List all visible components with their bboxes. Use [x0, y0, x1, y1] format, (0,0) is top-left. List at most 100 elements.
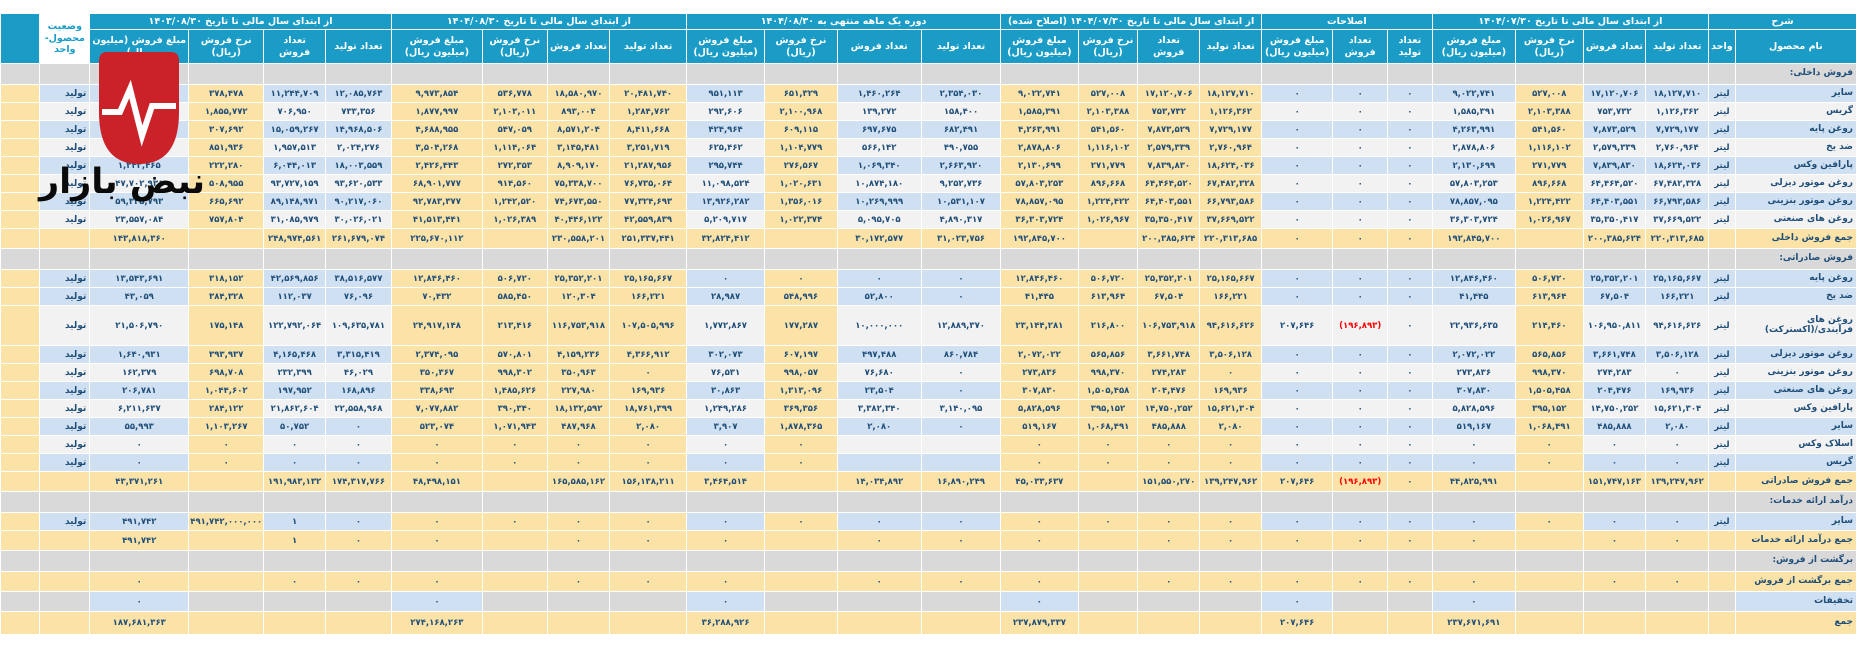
product-status: تولید: [39, 363, 91, 382]
g5-value: ۳۵۰,۳۶۷: [390, 363, 484, 382]
g4-value: ۲,۳۵۴,۰۳۰: [920, 84, 1002, 103]
g1-value: [1645, 550, 1710, 572]
monthly-production-sales-table: شرح از ابتدای سال مالی تا تاریخ ۱۴۰۴/۰۷/۳…: [0, 13, 1857, 635]
g5-value: ۱۲۰,۳۰۴: [546, 287, 611, 306]
g2-value: ۰: [1332, 345, 1389, 364]
g3-value: ۲,۰۸۰: [1199, 417, 1263, 436]
g1-value: [1515, 530, 1584, 551]
g1-value: [1582, 550, 1647, 572]
cut-column-cell: [0, 491, 41, 513]
g4-value: ۰: [685, 591, 766, 612]
g3-value: ۰: [1000, 591, 1079, 612]
g1-value: ۰: [1431, 453, 1517, 472]
g5-value: ۱,۸۷۷,۹۹۷: [390, 102, 484, 121]
g3-value: [1077, 550, 1139, 572]
g2-value: ۰: [1261, 345, 1334, 364]
metric-column-header: تعداد فروش: [1137, 29, 1201, 64]
g1-value: ۳,۵۰۶,۱۲۸: [1645, 345, 1710, 364]
g5-value: ۶۸,۹۰۱,۷۷۷: [390, 174, 484, 193]
cut-column-cell: [0, 571, 41, 592]
g5-value: ۰: [609, 435, 687, 454]
g6-value: ۴۳,۰۵۹: [89, 287, 190, 306]
product-status: [39, 491, 91, 513]
g5-value: ۰: [546, 530, 611, 551]
unit: [1708, 471, 1736, 492]
g1-value: [1431, 248, 1517, 270]
g6-value: ۱,۰۴۴,۶۰۲: [188, 381, 265, 400]
total-row: جمع برگشت از فروش ۰ ۰ ۰ ۰ ۰ ۰ ۰ ۰ ۰ ۰ ۰ ۰ ۰ ۰ ۰ ۰ ۰ ۰: [0, 571, 1857, 592]
g6-value: ۴۹۱,۷۴۲: [89, 512, 190, 531]
g3-value: ۶۷,۴۸۲,۳۲۸: [1199, 174, 1263, 193]
g3-value: ۵,۸۲۸,۵۹۶: [1000, 399, 1079, 418]
g3-value: ۰: [1000, 571, 1079, 592]
product-name: روغن موتور دیزلی: [1734, 345, 1857, 364]
g3-value: ۲,۵۷۹,۳۳۹: [1137, 138, 1201, 157]
g3-value: ۲,۸۷۸,۸۰۶: [1000, 138, 1079, 157]
g4-value: ۶۰۷,۱۹۷: [764, 345, 838, 364]
g3-value: ۲,۱۰۳,۳۸۸: [1077, 102, 1139, 121]
g3-value: ۲۱۶,۸۰۰: [1077, 305, 1139, 346]
g6-value: ۱۵,۰۵۹,۲۶۷: [263, 120, 327, 139]
cut-column-cell: [0, 381, 41, 400]
g4-value: ۱۰,۰۰۰,۰۰۰: [836, 305, 922, 346]
g5-value: ۱۶۵,۵۸۵,۱۶۲: [546, 471, 611, 492]
unit: لیتر: [1708, 287, 1736, 306]
g4-value: ۲,۱۰۰,۹۶۸: [764, 102, 838, 121]
g4-value: ۱,۸۷۸,۳۶۵: [764, 417, 838, 436]
g6-value: ۰: [188, 435, 265, 454]
metric-column-header: تعداد تولید: [1645, 29, 1710, 64]
g5-value: ۰: [390, 591, 484, 612]
g5-value: ۳,۱۴۵,۴۸۱: [546, 138, 611, 157]
g4-value: ۰: [920, 363, 1002, 382]
g6-value: ۱,۹۵۷,۵۱۳: [263, 138, 327, 157]
g2-value: ۰: [1332, 417, 1389, 436]
g4-value: ۰: [920, 381, 1002, 400]
g4-value: [920, 611, 1002, 635]
g5-value: ۳۹۰,۳۴۰: [482, 399, 548, 418]
g4-value: ۰: [685, 453, 766, 472]
g2-value: ۰: [1261, 571, 1334, 592]
g2-value: [1332, 63, 1389, 85]
g1-value: [1515, 571, 1584, 592]
g5-value: [482, 471, 548, 492]
g3-value: ۳۷,۶۶۹,۵۲۲: [1199, 210, 1263, 229]
g6-value: ۷۰۶,۹۵۰: [263, 102, 327, 121]
product-row: روغن های فرآیندی/(اکسترکت) لیتر ۹۴,۶۱۶,۶۲۶…: [0, 305, 1857, 346]
g6-value: [188, 491, 265, 513]
g1-value: ۱۸,۶۲۴,۰۳۶: [1645, 156, 1710, 175]
cut-column-cell: [0, 269, 41, 288]
g5-value: ۲,۳۷۴,۰۹۵: [390, 345, 484, 364]
unit: لیتر: [1708, 120, 1736, 139]
g4-value: ۱۰,۵۳۱,۱۰۷: [920, 192, 1002, 211]
g6-value: ۰: [89, 435, 190, 454]
g3-value: ۰: [1199, 453, 1263, 472]
g3-value: ۵۲۷,۰۰۸: [1077, 84, 1139, 103]
g3-value: [1199, 611, 1263, 635]
g6-value: ۰: [263, 571, 327, 592]
g1-value: ۶۷,۴۸۲,۳۲۸: [1645, 174, 1710, 193]
g6-value: [188, 611, 265, 635]
g5-value: ۱۱۶,۷۵۳,۹۱۸: [546, 305, 611, 346]
g2-value: ۰: [1387, 138, 1433, 157]
unit: لیتر: [1708, 269, 1736, 288]
g6-value: [263, 248, 327, 270]
g6-value: ۰: [325, 530, 392, 551]
g2-value: ۰: [1387, 156, 1433, 175]
g2-value: ۰: [1332, 102, 1389, 121]
metric-column-header: تعداد فروش: [836, 29, 922, 64]
metric-column-header: تعداد فروش: [263, 29, 327, 64]
g5-value: ۱,۱۱۴,۰۶۴: [482, 138, 548, 157]
g5-value: ۵۲۳,۰۷۴: [390, 417, 484, 436]
g2-value: ۲۰۷,۶۴۶: [1261, 611, 1334, 635]
g4-value: ۱,۱۰۴,۷۷۹: [764, 138, 838, 157]
g5-value: ۵۸۵,۴۵۰: [482, 287, 548, 306]
g1-value: ۰: [1645, 530, 1710, 551]
metric-column-header: تعداد تولید: [1199, 29, 1263, 64]
g4-value: ۵,۰۹۵,۷۰۵: [836, 210, 922, 229]
g2-value: ۰: [1387, 435, 1433, 454]
unit: لیتر: [1708, 156, 1736, 175]
g2-value: ۰: [1387, 417, 1433, 436]
metric-column-header: مبلغ فروش (میلیون ریال): [1000, 29, 1079, 64]
g1-value: ۰: [1582, 512, 1647, 531]
